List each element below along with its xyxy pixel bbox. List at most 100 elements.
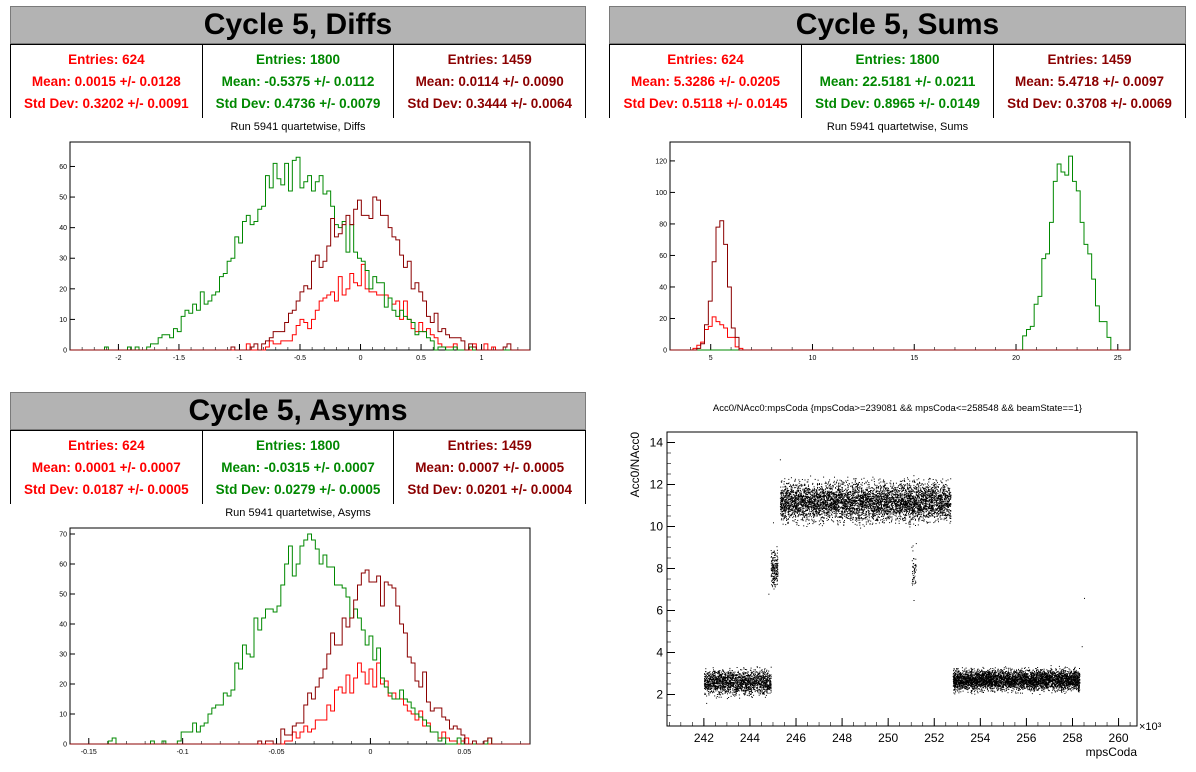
x-axis-label: mpsCoda — [1086, 745, 1138, 759]
asyms-subtitle: Run 5941 quartetwise, Asyms — [225, 507, 371, 519]
y-tick-label: 120 — [655, 158, 667, 165]
x-tick-label: -0.5 — [294, 355, 306, 362]
hist-series-2 — [70, 196, 530, 351]
stat-entries: Entries: 624 — [68, 51, 145, 67]
hist-series-2 — [70, 569, 530, 745]
stat-mean: Mean: -0.0315 +/- 0.0007 — [221, 459, 375, 475]
x-tick-label: 252 — [924, 731, 944, 745]
hist-series-1 — [70, 533, 530, 745]
stat-entries: Entries: 1800 — [255, 437, 341, 453]
stat-mean: Mean: 0.0015 +/- 0.0128 — [31, 73, 181, 89]
y-tick-label: 30 — [59, 652, 67, 659]
scatter-cluster-0 — [703, 666, 772, 700]
scatter-cluster-1 — [770, 546, 779, 590]
y-tick-label: 40 — [59, 622, 67, 629]
plot-frame — [69, 527, 531, 745]
stat-mean: Mean: 5.3286 +/- 0.0205 — [631, 73, 780, 89]
y-tick-label: 50 — [59, 592, 67, 599]
diffs-stats: Entries: 624 Mean: 0.0015 +/- 0.0128 Std… — [10, 44, 586, 118]
diffs-title: Cycle 5, Diffs — [10, 6, 586, 44]
x-tick-label: 248 — [832, 731, 852, 745]
stat-entries: Entries: 1459 — [1047, 51, 1132, 67]
diffs-histogram: 0 10 20 30 40 50 60 -2 -1.5 -1 -0.5 0 0.5 1 — [59, 141, 531, 362]
y-tick-label: 12 — [650, 478, 664, 492]
y-tick-label: 4 — [656, 646, 663, 660]
y-tick-label: 20 — [59, 682, 67, 689]
x-tick-label: 5 — [709, 355, 713, 362]
y-tick-label: 60 — [59, 164, 67, 171]
y-tick-label: 10 — [59, 712, 67, 719]
stat-std: Std Dev: 0.5118 +/- 0.0145 — [623, 96, 788, 112]
stat-std: Std Dev: 0.0201 +/- 0.0004 — [407, 482, 573, 498]
x-tick-label: 0.5 — [416, 355, 426, 362]
stat-entries: Entries: 624 — [68, 437, 145, 453]
y-tick-label: 0 — [63, 742, 67, 749]
y-tick-label: 50 — [59, 195, 67, 202]
diffs-stat-green: Entries: 1800 Mean: -0.5375 +/- 0.0112 S… — [203, 45, 395, 118]
hist-series-2 — [670, 220, 1130, 351]
y-tick-label: 80 — [659, 221, 667, 228]
y-tick-label: 40 — [659, 284, 667, 291]
asyms-stats: Entries: 624 Mean: 0.0001 +/- 0.0007 Std… — [10, 430, 586, 504]
x-tick-label: -1.5 — [173, 355, 185, 362]
sums-stats: Entries: 624 Mean: 5.3286 +/- 0.0205 Std… — [609, 44, 1186, 118]
stat-std: Std Dev: 0.3202 +/- 0.0091 — [23, 96, 189, 112]
scatter-cluster-2 — [779, 475, 952, 529]
plot-frame — [669, 141, 1131, 351]
stat-entries: Entries: 624 — [667, 51, 744, 67]
x-tick-label: -0.05 — [269, 749, 285, 756]
sums-histogram: 0 20 40 60 80 100 120 5 10 15 20 25 — [655, 141, 1131, 362]
y-tick-label: 0 — [63, 348, 67, 355]
y-tick-label: 60 — [59, 562, 67, 569]
sums-stat-darkred: Entries: 1459 Mean: 5.4718 +/- 0.0097 St… — [994, 45, 1185, 118]
x-tick-label: 25 — [1114, 355, 1122, 362]
x-tick-label: 242 — [694, 731, 714, 745]
scatter-cluster-4 — [952, 665, 1081, 695]
x-tick-label: 244 — [740, 731, 760, 745]
stat-std: Std Dev: 0.0279 +/- 0.0005 — [215, 482, 381, 498]
stat-entries: Entries: 1459 — [447, 51, 532, 67]
y-tick-label: 8 — [656, 562, 663, 576]
y-tick-label: 20 — [659, 316, 667, 323]
y-tick-label: 0 — [663, 348, 667, 355]
asyms-title: Cycle 5, Asyms — [10, 392, 586, 430]
asyms-stat-darkred: Entries: 1459 Mean: 0.0007 +/- 0.0005 St… — [394, 431, 585, 504]
stat-mean: Mean: 5.4718 +/- 0.0097 — [1015, 73, 1164, 89]
x-tick-label: 258 — [1062, 731, 1082, 745]
y-tick-label: 30 — [59, 256, 67, 263]
x-tick-label: -2 — [115, 355, 121, 362]
sums-title: Cycle 5, Sums — [609, 6, 1186, 44]
stat-mean: Mean: -0.5375 +/- 0.0112 — [221, 73, 375, 89]
y-tick-label: 10 — [650, 520, 664, 534]
x-exponent: ×10³ — [1139, 721, 1162, 733]
asyms-histogram: 0 10 20 30 40 50 60 70 -0.15 -0.1 -0.05 0 0.05 — [59, 527, 531, 756]
diffs-stat-red: Entries: 624 Mean: 0.0015 +/- 0.0128 Std… — [11, 45, 203, 118]
x-tick-label: 15 — [910, 355, 918, 362]
stat-entries: Entries: 1800 — [855, 51, 940, 67]
stat-mean: Mean: 22.5181 +/- 0.0211 — [819, 73, 976, 89]
sums-stat-red: Entries: 624 Mean: 5.3286 +/- 0.0205 Std… — [610, 45, 802, 118]
stat-std: Std Dev: 0.8965 +/- 0.0149 — [815, 96, 980, 112]
stat-mean: Mean: 0.0114 +/- 0.0090 — [415, 73, 564, 89]
x-tick-label: 256 — [1016, 731, 1036, 745]
stat-entries: Entries: 1459 — [447, 437, 532, 453]
y-tick-label: 2 — [656, 688, 663, 702]
diffs-subtitle: Run 5941 quartetwise, Diffs — [230, 121, 366, 133]
x-tick-label: 20 — [1012, 355, 1020, 362]
stat-mean: Mean: 0.0007 +/- 0.0005 — [415, 459, 565, 475]
y-tick-label: 6 — [656, 604, 663, 618]
scatter-outliers — [706, 459, 1086, 704]
y-tick-label: 20 — [59, 286, 67, 293]
x-tick-label: -0.15 — [81, 749, 97, 756]
y-tick-label: 60 — [659, 253, 667, 260]
scatter-title: Acc0/NAcc0:mpsCoda {mpsCoda>=239081 && m… — [712, 403, 1083, 414]
x-tick-label: 254 — [970, 731, 990, 745]
x-tick-label: 260 — [1109, 731, 1129, 745]
y-tick-label: 40 — [59, 225, 67, 232]
scatter-cluster-3 — [911, 543, 917, 586]
stat-std: Std Dev: 0.3444 +/- 0.0064 — [407, 96, 573, 112]
asyms-stat-red: Entries: 624 Mean: 0.0001 +/- 0.0007 Std… — [11, 431, 203, 504]
stat-std: Std Dev: 0.4736 +/- 0.0079 — [215, 96, 381, 112]
sums-stat-green: Entries: 1800 Mean: 22.5181 +/- 0.0211 S… — [802, 45, 994, 118]
